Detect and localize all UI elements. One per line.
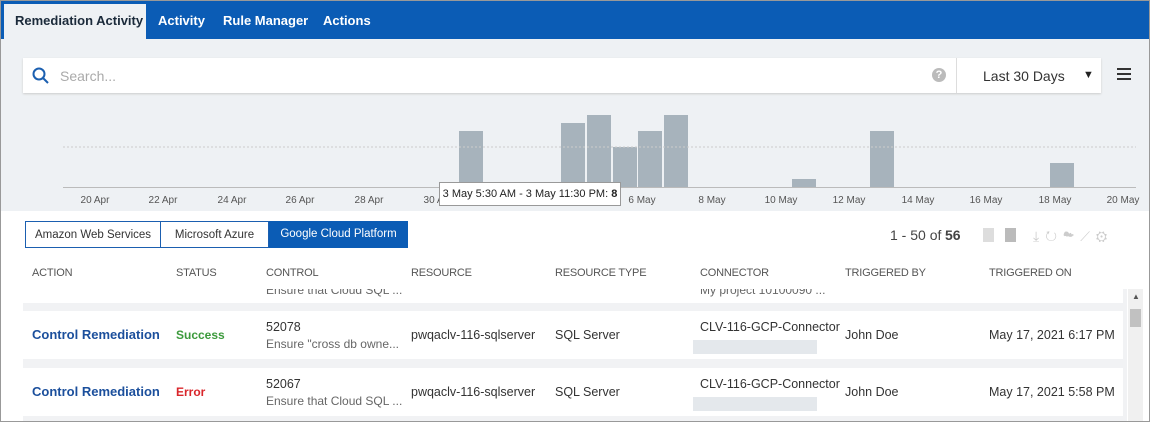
- x-tick-label: 28 Apr: [355, 195, 385, 206]
- x-tick-label: 22 Apr: [149, 195, 179, 206]
- control-id: 52067: [266, 377, 301, 391]
- bar: [638, 131, 662, 187]
- search-box[interactable]: [23, 58, 1101, 93]
- cloud-tab[interactable]: Amazon Web Services: [25, 221, 161, 248]
- x-tick-label: 24 Apr: [218, 195, 248, 206]
- toolbar-icons[interactable]: ⤓↻☁⟋⚙: [1033, 228, 1114, 244]
- date-range[interactable]: Last 30 Days: [983, 68, 1065, 84]
- tab[interactable]: Actions: [323, 13, 371, 28]
- column-header: RESOURCE: [411, 267, 472, 279]
- cloud-tab[interactable]: Microsoft Azure: [161, 221, 269, 248]
- x-tick-label: 6 May: [628, 195, 655, 206]
- search-icon: [32, 67, 49, 84]
- nav-bar: [1, 1, 1149, 39]
- tooltip-value: 8: [611, 188, 618, 200]
- menu-icon[interactable]: [1117, 67, 1133, 81]
- redacted: [693, 397, 817, 411]
- bar: [561, 123, 585, 187]
- bar: [613, 147, 637, 187]
- column-header: RESOURCE TYPE: [555, 267, 647, 279]
- resource-type: SQL Server: [555, 385, 620, 399]
- bar: [664, 115, 688, 187]
- status: Success: [176, 328, 225, 342]
- help-icon[interactable]: ?: [932, 68, 946, 82]
- scroll-up[interactable]: ▲: [1132, 292, 1140, 301]
- tab[interactable]: Rule Manager: [223, 13, 309, 28]
- table-row: Control Remediation Error 52067 Ensure that…: [23, 368, 1123, 416]
- x-tick-label: 30 Apr: [424, 195, 454, 206]
- x-tick-label: 16 May: [970, 195, 1003, 206]
- page-total: 56: [945, 227, 961, 243]
- action-link: Control Remediation: [32, 384, 160, 399]
- column-header: CONNECTOR: [700, 267, 769, 279]
- cloud-tab-active[interactable]: Google Cloud Platform: [269, 221, 408, 248]
- column-header: STATUS: [176, 267, 217, 279]
- dropdown-arrow: ▼: [1083, 69, 1094, 81]
- x-tick-label: 8 May: [698, 195, 725, 206]
- triggered-by: John Doe: [845, 328, 899, 342]
- connector-id: My project 10100090 ...: [700, 289, 826, 297]
- prev-page[interactable]: [983, 228, 994, 242]
- search-placeholder: Search...: [60, 68, 117, 84]
- connector: CLV-116-GCP-Connector: [700, 320, 840, 334]
- scroll-thumb[interactable]: [1130, 309, 1141, 327]
- x-tick-label: 20 May: [1107, 195, 1140, 206]
- x-tick-label: 10 May: [765, 195, 798, 206]
- tooltip: 3 May 5:30 AM - 3 May 11:30 PM: 8: [439, 182, 621, 206]
- active-tab-bg: [4, 4, 146, 39]
- next-page[interactable]: [1005, 228, 1016, 242]
- x-tick-label: 20 Apr: [81, 195, 111, 206]
- triggered-on: May 17, 2021 5:58 PM: [989, 385, 1115, 399]
- divider: [956, 58, 957, 93]
- control-name: Ensure that Cloud SQL ...: [266, 394, 403, 408]
- column-header: TRIGGERED ON: [989, 267, 1072, 279]
- resource: pwqaclv-116-sqlserver: [411, 385, 536, 399]
- x-tick-label: 18 May: [1039, 195, 1072, 206]
- tab[interactable]: Remediation Activity: [15, 13, 144, 28]
- tooltip-range: 3 May 5:30 AM - 3 May 11:30 PM:: [442, 188, 609, 200]
- x-tick-label: 12 May: [833, 195, 866, 206]
- action-link: Control Remediation: [32, 327, 160, 342]
- column-header: TRIGGERED BY: [845, 267, 926, 279]
- redacted: [693, 340, 817, 354]
- connector: CLV-116-GCP-Connector: [700, 377, 840, 391]
- table-row: Control Remediation Success 52078 Ensure "c…: [23, 311, 1123, 359]
- x-tick-label: 14 May: [902, 195, 935, 206]
- bar: [1050, 163, 1074, 187]
- x-tick-label: 26 Apr: [286, 195, 316, 206]
- column-header: CONTROL: [266, 267, 319, 279]
- control-name: Ensure that Cloud SQL ...: [266, 289, 403, 297]
- control-name: Ensure "cross db owne...: [266, 337, 399, 351]
- bar: [870, 131, 894, 187]
- bar: [587, 115, 611, 187]
- triggered-by: John Doe: [845, 385, 899, 399]
- partial-row: Ensure that Cloud SQL ... My project 101…: [23, 289, 1123, 303]
- resource: pwqaclv-116-sqlserver: [411, 328, 536, 342]
- control-id: 52078: [266, 320, 301, 334]
- resource-type: SQL Server: [555, 328, 620, 342]
- bar: [792, 179, 816, 187]
- status: Error: [176, 385, 206, 399]
- tab[interactable]: Activity: [158, 13, 205, 28]
- column-header: ACTION: [32, 267, 73, 279]
- bar: [459, 131, 483, 187]
- page-range: 1 - 50 of: [890, 227, 942, 243]
- triggered-on: May 17, 2021 6:17 PM: [989, 328, 1115, 342]
